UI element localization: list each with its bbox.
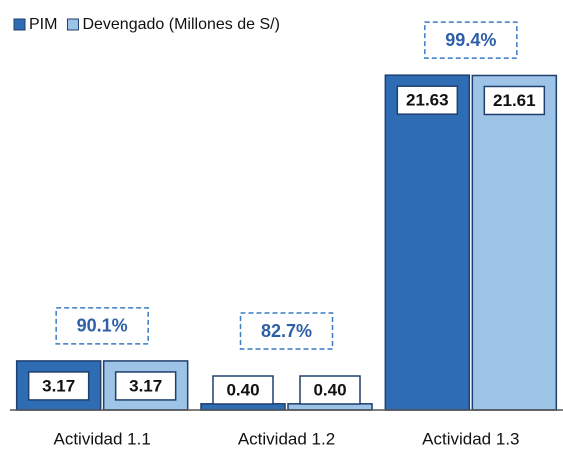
legend-swatch bbox=[13, 18, 26, 31]
bar bbox=[384, 74, 471, 411]
x-tick-label: Actividad 1.2 bbox=[238, 429, 335, 448]
value-label: 0.40 bbox=[226, 380, 259, 399]
value-label: 0.40 bbox=[313, 380, 346, 399]
x-tick-label: Actividad 1.3 bbox=[422, 429, 519, 448]
value-label: 21.61 bbox=[493, 91, 536, 110]
bar bbox=[471, 74, 558, 411]
value-label-box bbox=[27, 371, 90, 401]
value-label-box bbox=[212, 375, 274, 405]
annotation: 82.7% bbox=[261, 321, 312, 341]
value-label-box bbox=[396, 85, 459, 115]
value-label: 3.17 bbox=[129, 376, 162, 395]
annotation: 99.4% bbox=[445, 30, 496, 50]
legend-label: PIM bbox=[29, 16, 57, 33]
x-tick-label: Actividad 1.1 bbox=[53, 429, 150, 448]
value-label: 3.17 bbox=[42, 376, 75, 395]
value-label-box bbox=[114, 371, 177, 401]
legend-label: Devengado (Millones de S/) bbox=[82, 16, 279, 33]
annotation: 90.1% bbox=[77, 316, 128, 336]
value-label-box bbox=[299, 375, 361, 405]
value-label-box bbox=[483, 85, 546, 116]
value-label: 21.63 bbox=[406, 91, 449, 110]
legend-swatch bbox=[66, 18, 79, 31]
